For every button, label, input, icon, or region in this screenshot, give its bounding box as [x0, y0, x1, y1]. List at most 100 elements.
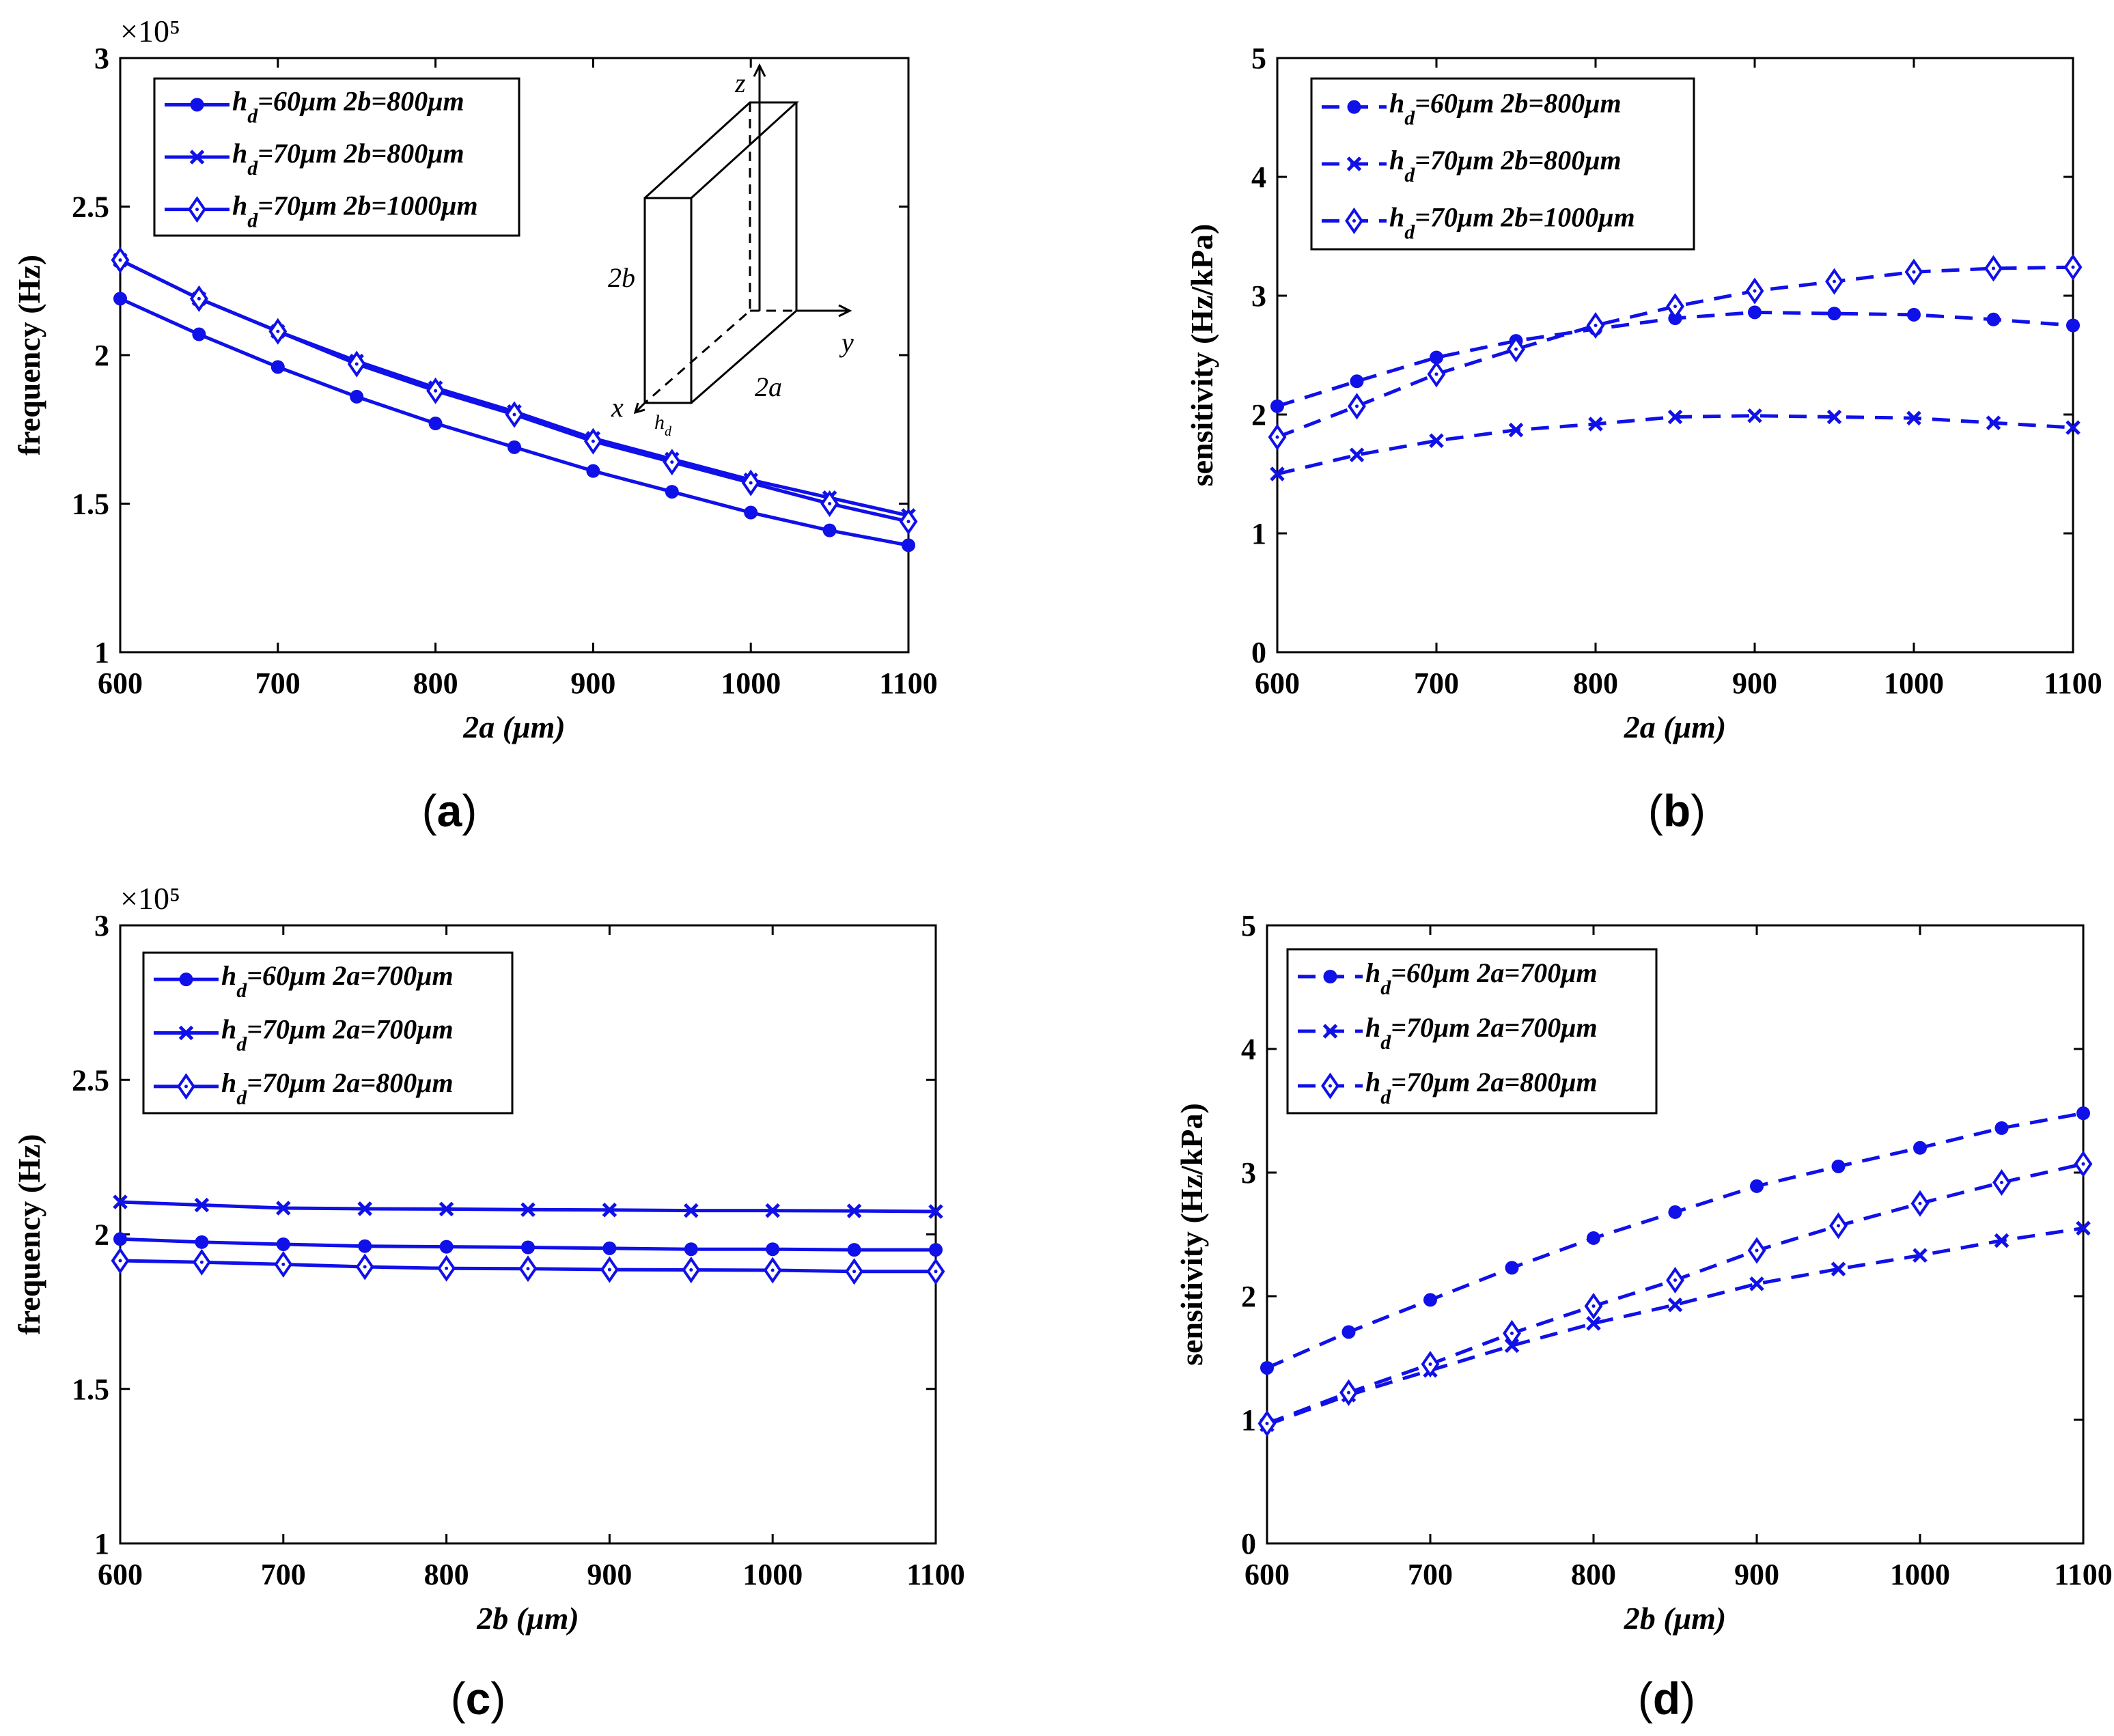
- data-point: [1826, 409, 1842, 425]
- diamond-center: [670, 460, 674, 464]
- data-point: [270, 360, 285, 374]
- diamond-center: [118, 258, 122, 262]
- legend: hd=60μm 2b=800μm hd=70μm 2b=800μm hd=70μm …: [153, 77, 520, 237]
- diamond-center: [1329, 1084, 1332, 1088]
- diamond-center: [1352, 219, 1356, 223]
- data-point: [665, 485, 679, 499]
- diamond-center: [1510, 1331, 1514, 1335]
- legend-label: hd=70μm 2b=800μm: [232, 138, 464, 180]
- data-point: [1423, 1293, 1437, 1307]
- panel-label: (c): [451, 1673, 506, 1724]
- diamond-center: [1265, 1421, 1269, 1425]
- data-point: [350, 389, 364, 404]
- data-point: [1341, 1325, 1356, 1339]
- data-point: [1587, 1231, 1600, 1245]
- plot-area-frame: [1266, 924, 2085, 1545]
- panel-d: 600 700 800 900 1000 1100 0 1 2 3 4 5 2b (μm) sensiti…: [1174, 909, 2113, 1724]
- x-tick-label: 800: [1571, 1558, 1616, 1591]
- legend-marker: [1347, 100, 1361, 114]
- data-point: [1913, 1248, 1928, 1263]
- x-tick-label: 800: [424, 1558, 469, 1591]
- diamond-center: [689, 1268, 693, 1272]
- y-tick-label: 2.5: [72, 191, 109, 224]
- data-point: [1667, 1297, 1683, 1313]
- data-point: [846, 1203, 862, 1218]
- diamond-center: [770, 1268, 775, 1272]
- data-point: [1913, 1140, 1927, 1155]
- legend-marker: [1323, 970, 1337, 983]
- data-point: [2076, 1220, 2091, 1236]
- inset-label-x: x: [611, 392, 624, 423]
- series-line: [1266, 1162, 2084, 1425]
- series-line: [1277, 414, 2074, 476]
- data-point: [766, 1242, 780, 1257]
- diamond-center: [1753, 289, 1757, 293]
- data-point: [113, 292, 127, 306]
- x-tick-label: 700: [255, 667, 301, 700]
- data-point: [192, 327, 206, 341]
- y-tick-label: 2: [94, 339, 109, 372]
- data-point: [1986, 312, 2001, 326]
- data-point: [113, 1232, 127, 1246]
- data-point: [822, 523, 837, 537]
- data-point: [1831, 1261, 1846, 1276]
- diamond-center: [354, 362, 359, 366]
- diamond-center: [445, 1266, 449, 1270]
- series-line: [1266, 1111, 2084, 1370]
- x-tick-label: 1100: [2054, 1558, 2113, 1591]
- y-axis-label: frequency (Hz): [12, 1134, 46, 1334]
- y-tick-label: 1: [94, 1527, 109, 1560]
- y-tick-label: 3: [94, 42, 109, 75]
- diamond-center: [1833, 279, 1836, 283]
- y-axis-label: frequency (Hz): [12, 255, 46, 456]
- y-tick-label: 2.5: [72, 1063, 109, 1097]
- data-point: [2076, 1106, 2090, 1121]
- data-point: [684, 1242, 698, 1257]
- diamond-center: [281, 1262, 286, 1266]
- data-point: [439, 1240, 454, 1254]
- series-line: [119, 258, 909, 518]
- y-exponent-label: ×10⁵: [120, 14, 180, 48]
- legend: hd=60μm 2b=800μm hd=70μm 2b=800μm hd=70μm …: [1310, 77, 1695, 251]
- legend: hd=60μm 2a=700μm hd=70μm 2a=700μm hd=70μm …: [142, 951, 514, 1115]
- diamond-center: [934, 1270, 938, 1274]
- y-axis-label: sensitivity (Hz/kPa): [1174, 1103, 1209, 1366]
- plot-area-frame: [1276, 57, 2074, 654]
- data-point: [602, 1241, 617, 1255]
- diamond-center: [906, 520, 910, 524]
- legend-marker: [190, 98, 204, 112]
- series-diamond: [111, 247, 918, 535]
- x-tick-label: 700: [261, 1558, 306, 1591]
- data-point: [1668, 1205, 1682, 1219]
- legend-label: hd=70μm 2a=700μm: [221, 1014, 454, 1056]
- panel-label: (a): [422, 785, 477, 836]
- series-x: [113, 1194, 943, 1219]
- y-tick-label: 1: [1251, 517, 1266, 550]
- panel-c: 600 700 800 900 1000 1100 1 1.5 2 2.5 3 ×10⁵ 2b (μm)…: [12, 881, 965, 1724]
- data-point: [521, 1240, 535, 1255]
- legend-box: [1286, 948, 1658, 1115]
- diamond-center: [434, 389, 438, 393]
- diamond-center: [1594, 324, 1598, 327]
- data-point: [902, 538, 915, 552]
- y-tick-label: 3: [1251, 279, 1266, 313]
- data-point: [1349, 447, 1365, 462]
- data-point: [1586, 1316, 1601, 1331]
- legend: hd=60μm 2a=700μm hd=70μm 2a=700μm hd=70μm …: [1286, 948, 1658, 1115]
- series-diamond: [1268, 253, 2083, 451]
- x-tick-label: 900: [1734, 1558, 1779, 1591]
- data-point: [1748, 305, 1762, 320]
- legend-label: hd=70μm 2b=1000μm: [232, 191, 478, 232]
- legend-marker: [1346, 156, 1362, 171]
- diamond-center: [1912, 270, 1916, 274]
- series-dot: [113, 1232, 943, 1257]
- panel-label: (d): [1638, 1673, 1695, 1724]
- diamond-center: [1514, 347, 1518, 351]
- diamond-center: [1275, 435, 1279, 439]
- data-point: [765, 1203, 780, 1218]
- diamond-center: [276, 329, 280, 333]
- diamond-center: [1434, 372, 1438, 376]
- diamond-center: [1755, 1248, 1759, 1252]
- y-tick-label: 1.5: [72, 488, 109, 521]
- x-tick-label: 1000: [1890, 1558, 1950, 1591]
